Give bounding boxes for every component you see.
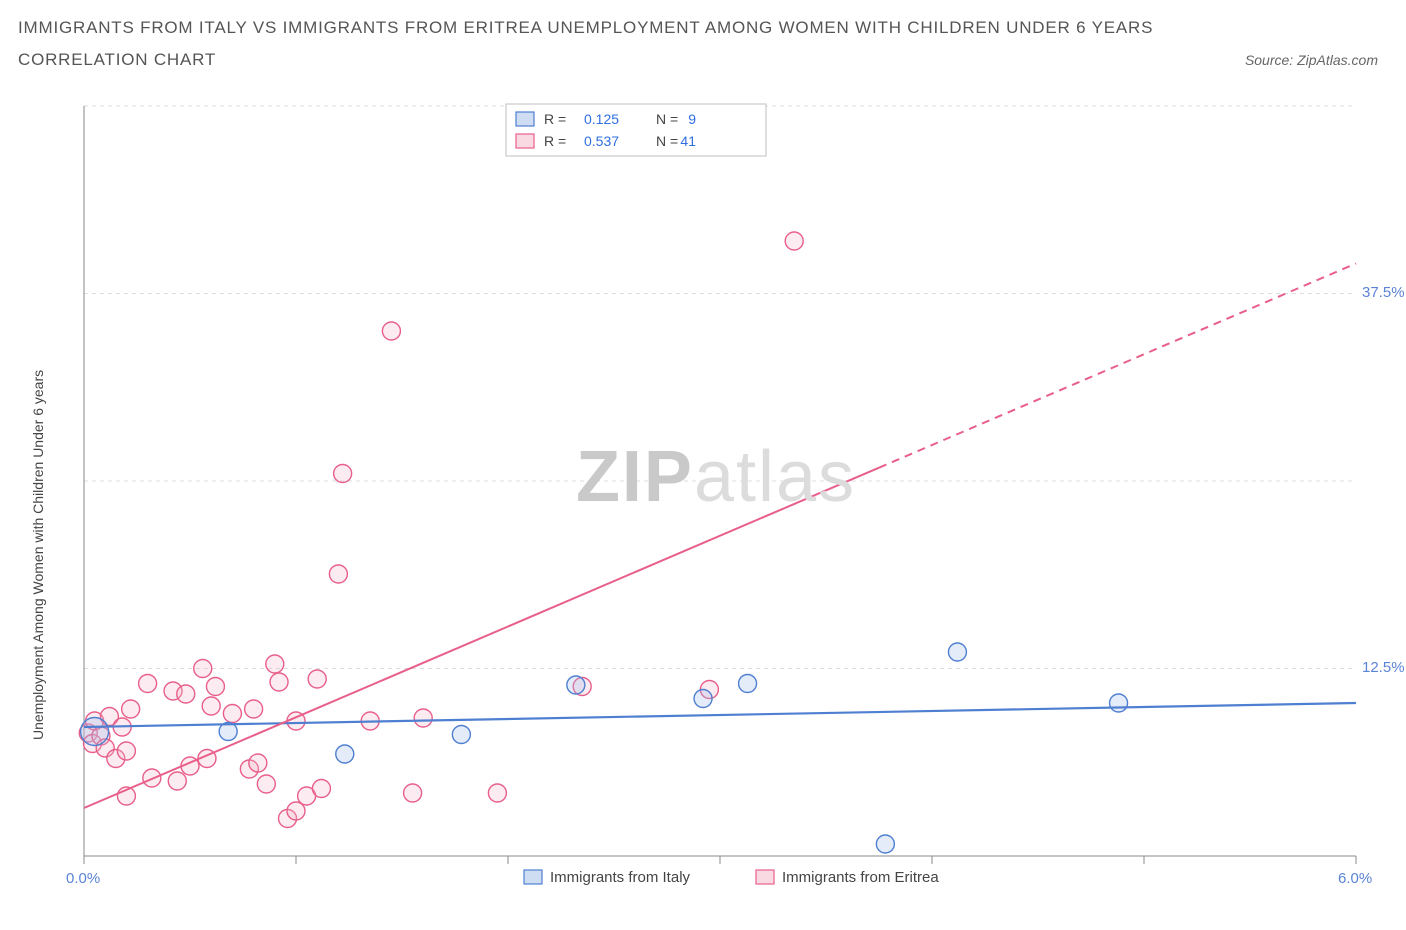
data-point-eritrea xyxy=(266,655,284,673)
data-point-eritrea xyxy=(287,802,305,820)
legend-bottom-label-italy: Immigrants from Italy xyxy=(550,869,691,886)
data-point-eritrea xyxy=(308,670,326,688)
legend-N-label: N = xyxy=(656,111,678,127)
legend-N-value-italy: 9 xyxy=(688,111,696,127)
data-point-eritrea xyxy=(122,700,140,718)
data-point-eritrea xyxy=(202,697,220,715)
data-point-eritrea xyxy=(139,675,157,693)
data-point-eritrea xyxy=(404,784,422,802)
data-point-italy xyxy=(948,643,966,661)
data-point-eritrea xyxy=(270,673,288,691)
x-tick-label: 6.0% xyxy=(1338,870,1372,887)
chart-title-line2: CORRELATION CHART xyxy=(18,44,1206,76)
legend-correlation-box: R = 0.125 N = 9 R = 0.537 N =41 xyxy=(506,104,766,156)
data-point-eritrea xyxy=(334,465,352,483)
data-point-eritrea xyxy=(249,754,267,772)
data-point-eritrea xyxy=(177,685,195,703)
trend-line-eritrea xyxy=(84,468,879,808)
data-point-eritrea xyxy=(329,565,347,583)
legend-R-label: R = xyxy=(544,111,566,127)
chart-title-line1: IMMIGRANTS FROM ITALY VS IMMIGRANTS FROM… xyxy=(18,12,1206,44)
legend-N-label: N = xyxy=(656,133,678,149)
y-tick-label: 37.5% xyxy=(1362,284,1406,301)
data-point-eritrea xyxy=(117,742,135,760)
data-point-eritrea xyxy=(194,660,212,678)
legend-R-value-italy: 0.125 xyxy=(584,111,619,127)
scatter-plot: R = 0.125 N = 9 R = 0.537 N =41 Immigrants from… xyxy=(56,98,1376,888)
data-point-italy xyxy=(452,726,470,744)
data-point-italy xyxy=(567,676,585,694)
data-point-italy xyxy=(1110,694,1128,712)
data-point-italy xyxy=(876,835,894,853)
data-point-eritrea xyxy=(245,700,263,718)
legend-swatch-eritrea xyxy=(516,134,534,148)
data-point-eritrea xyxy=(785,232,803,250)
data-point-eritrea xyxy=(257,775,275,793)
legend-bottom-swatch-italy xyxy=(524,870,542,884)
legend-N-value-eritrea: 41 xyxy=(680,133,696,149)
legend-R-label: R = xyxy=(544,133,566,149)
chart-title-block: IMMIGRANTS FROM ITALY VS IMMIGRANTS FROM… xyxy=(18,12,1206,77)
legend-bottom-label-eritrea: Immigrants from Eritrea xyxy=(782,869,939,886)
y-axis-label: Unemployment Among Women with Children U… xyxy=(30,370,46,740)
x-tick-label: 0.0% xyxy=(66,870,100,887)
data-point-eritrea xyxy=(488,784,506,802)
data-point-eritrea xyxy=(168,772,186,790)
data-point-eritrea xyxy=(312,780,330,798)
data-point-italy xyxy=(81,718,109,746)
legend-swatch-italy xyxy=(516,112,534,126)
source-attribution: Source: ZipAtlas.com xyxy=(1245,52,1378,68)
data-point-eritrea xyxy=(382,322,400,340)
trend-line-eritrea-dashed xyxy=(879,264,1356,468)
data-point-eritrea xyxy=(223,705,241,723)
y-tick-label: 12.5% xyxy=(1362,659,1406,676)
data-point-italy xyxy=(694,690,712,708)
data-point-italy xyxy=(336,745,354,763)
legend-bottom-swatch-eritrea xyxy=(756,870,774,884)
legend-R-value-eritrea: 0.537 xyxy=(584,133,619,149)
data-point-italy xyxy=(739,675,757,693)
plot-svg: R = 0.125 N = 9 R = 0.537 N =41 Immigrants from… xyxy=(56,98,1376,888)
data-point-eritrea xyxy=(206,678,224,696)
trend-line-italy xyxy=(84,703,1356,727)
data-point-eritrea xyxy=(414,709,432,727)
